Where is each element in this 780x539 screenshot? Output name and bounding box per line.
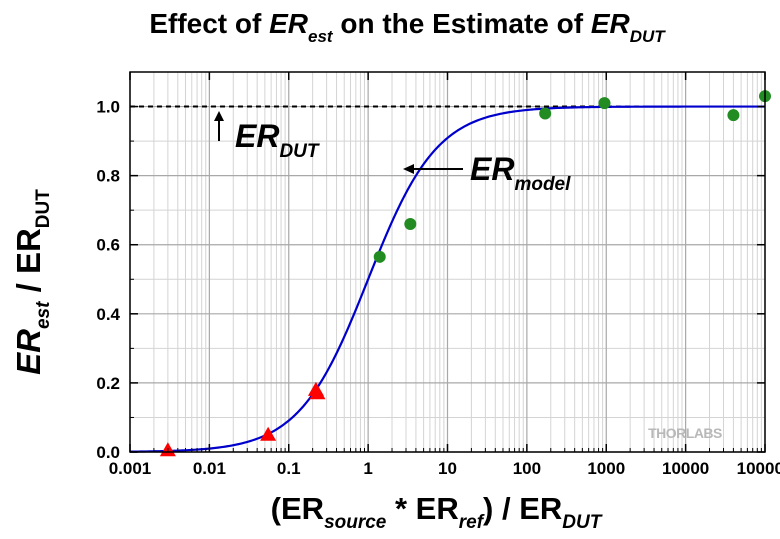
major-gridlines bbox=[129, 72, 766, 453]
annotation-er-dut-label: ERDUT bbox=[235, 118, 320, 162]
y-axis-label: ERest / ERDUT bbox=[10, 189, 54, 375]
x-axis-label: (ERsource * ERref) / ERDUT bbox=[271, 491, 603, 533]
model-curve bbox=[129, 105, 765, 453]
annotation-er-model-label: ERmodel bbox=[470, 151, 571, 195]
y-tick-label: 0.6 bbox=[96, 236, 120, 255]
x-tick-label: 0.001 bbox=[109, 459, 152, 478]
data-point-triangle bbox=[260, 426, 277, 441]
annotation-er-dut-arrowhead bbox=[214, 111, 224, 121]
data-point-circle bbox=[598, 97, 611, 110]
y-tick-label: 0.8 bbox=[96, 167, 120, 186]
annotation-er-dut: ERDUT bbox=[214, 111, 320, 162]
data-point-circle bbox=[404, 218, 417, 230]
chart-title: Effect of ERest on the Estimate of ERDUT bbox=[149, 8, 666, 46]
data-point-circle bbox=[539, 107, 552, 120]
y-tick-label: 0.4 bbox=[96, 305, 120, 324]
annotation-er-model: ERmodel bbox=[403, 151, 571, 195]
thorlabs-watermark: THORLABS bbox=[648, 425, 722, 441]
annotation-er-model-arrowhead bbox=[403, 164, 414, 174]
data-point-circle bbox=[373, 250, 386, 263]
data-markers bbox=[159, 90, 771, 457]
x-tick-label: 10 bbox=[438, 459, 457, 478]
data-point-triangle bbox=[309, 385, 326, 400]
y-tick-label: 1.0 bbox=[96, 98, 120, 117]
x-tick-label: 1 bbox=[363, 459, 372, 478]
data-point-circle bbox=[727, 109, 740, 122]
x-tick-label: 10000 bbox=[662, 459, 709, 478]
x-tick-label: 1000 bbox=[587, 459, 625, 478]
x-tick-label: 0.1 bbox=[277, 459, 301, 478]
x-tick-label: 0.01 bbox=[193, 459, 226, 478]
y-tick-label: 0.2 bbox=[96, 374, 120, 393]
minor-gridlines bbox=[130, 71, 765, 452]
x-tick-label: 100 bbox=[513, 459, 541, 478]
y-tick-label: 0.0 bbox=[96, 443, 120, 462]
